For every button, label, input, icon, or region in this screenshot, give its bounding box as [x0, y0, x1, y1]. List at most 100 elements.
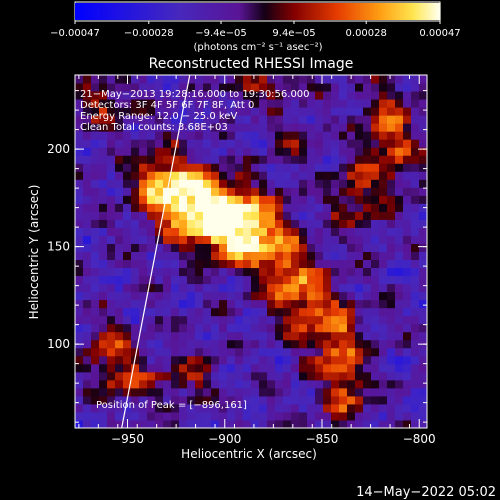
heatmap-cell: [347, 387, 356, 397]
heatmap-cell: [323, 123, 332, 132]
heatmap-cell: [83, 203, 92, 212]
heatmap-cell: [315, 331, 324, 341]
heatmap-cell: [195, 187, 204, 196]
heatmap-cell: [387, 203, 396, 212]
heatmap-cell: [387, 123, 396, 132]
heatmap-cell: [347, 227, 356, 236]
heatmap-cell: [171, 323, 180, 333]
heatmap-cell: [347, 355, 356, 365]
heatmap-cell: [283, 227, 292, 236]
heatmap-cell: [395, 195, 404, 204]
heatmap-cell: [211, 419, 220, 428]
heatmap-cell: [315, 243, 324, 252]
heatmap-cell: [299, 371, 308, 381]
heatmap-cell: [387, 243, 396, 252]
heatmap-cell: [75, 131, 84, 140]
heatmap-cell: [155, 283, 164, 293]
heatmap-cell: [323, 107, 332, 116]
heatmap-cell: [75, 203, 84, 212]
colorbar-segment: [162, 3, 166, 20]
heatmap-cell: [371, 267, 380, 277]
heatmap-cell: [411, 163, 420, 172]
heatmap-cell: [139, 131, 148, 140]
heatmap-cell: [251, 171, 260, 180]
heatmap-cell: [99, 139, 108, 148]
heatmap-cell: [331, 75, 340, 84]
heatmap-cell: [99, 331, 108, 341]
heatmap-cell: [179, 411, 188, 421]
heatmap-cell: [195, 107, 204, 116]
heatmap-cell: [179, 419, 188, 428]
annotation-clean-counts: Clean Total counts: 3.68E+03: [80, 122, 228, 133]
heatmap-cell: [315, 379, 324, 389]
colorbar-segment: [357, 3, 361, 20]
colorbar-segment: [355, 3, 359, 20]
heatmap-cell: [251, 355, 260, 365]
heatmap-cell: [339, 379, 348, 389]
heatmap-cell: [323, 187, 332, 196]
heatmap-cell: [107, 139, 116, 148]
heatmap-cell: [395, 83, 404, 92]
heatmap-cell: [283, 291, 292, 301]
heatmap-cell: [171, 403, 180, 413]
heatmap-cell: [83, 395, 92, 405]
heatmap-cell: [403, 203, 412, 212]
heatmap-cell: [387, 363, 396, 373]
annotation-detectors: Detectors: 3F 4F 5F 6F 7F 8F, Att 0: [80, 100, 254, 111]
heatmap-cell: [163, 379, 172, 389]
heatmap-cell: [83, 291, 92, 301]
heatmap-cell: [171, 379, 180, 389]
heatmap-cell: [411, 83, 420, 92]
heatmap-cell: [235, 331, 244, 341]
heatmap-cell: [219, 395, 228, 405]
heatmap-cell: [219, 259, 228, 269]
heatmap-cell: [227, 419, 236, 428]
heatmap-cell: [99, 171, 108, 180]
heatmap-cell: [355, 171, 364, 180]
heatmap-cell: [371, 291, 380, 301]
colorbar-segment: [147, 3, 151, 20]
heatmap-cell: [123, 275, 132, 285]
colorbar-segment: [142, 3, 146, 20]
heatmap-cell: [139, 355, 148, 365]
heatmap-cell: [179, 395, 188, 405]
heatmap-cell: [307, 211, 316, 220]
heatmap-cell: [75, 187, 84, 196]
heatmap-cell: [347, 147, 356, 156]
heatmap-cell: [83, 371, 92, 381]
heatmap-cell: [91, 395, 100, 405]
heatmap-cell: [171, 155, 180, 164]
heatmap-cell: [123, 315, 132, 325]
heatmap-cell: [99, 203, 108, 212]
heatmap-cell: [195, 387, 204, 397]
heatmap-cell: [403, 131, 412, 140]
heatmap-cell: [227, 155, 236, 164]
heatmap-cell: [147, 187, 156, 196]
heatmap-cell: [107, 179, 116, 188]
heatmap-cell: [315, 99, 324, 108]
heatmap-cell: [187, 107, 196, 116]
heatmap-cell: [115, 75, 124, 84]
heatmap-cell: [83, 211, 92, 220]
heatmap-cell: [267, 171, 276, 180]
heatmap-cell: [235, 211, 244, 220]
heatmap-cell: [395, 203, 404, 212]
heatmap-cell: [355, 227, 364, 236]
heatmap-cell: [179, 219, 188, 228]
heatmap-cell: [315, 171, 324, 180]
heatmap-cell: [163, 283, 172, 293]
heatmap-cell: [171, 115, 180, 124]
heatmap-cell: [107, 411, 116, 421]
colorbar-segment: [215, 3, 219, 20]
heatmap-cell: [251, 315, 260, 325]
colorbar-segment: [185, 3, 189, 20]
heatmap-cell: [235, 91, 244, 100]
heatmap-cell: [203, 211, 212, 220]
heatmap-cell: [291, 115, 300, 124]
heatmap-cell: [363, 139, 372, 148]
heatmap-cell: [387, 139, 396, 148]
heatmap-cell: [307, 171, 316, 180]
heatmap-cell: [107, 235, 116, 244]
heatmap-cell: [91, 283, 100, 293]
heatmap-cell: [275, 131, 284, 140]
